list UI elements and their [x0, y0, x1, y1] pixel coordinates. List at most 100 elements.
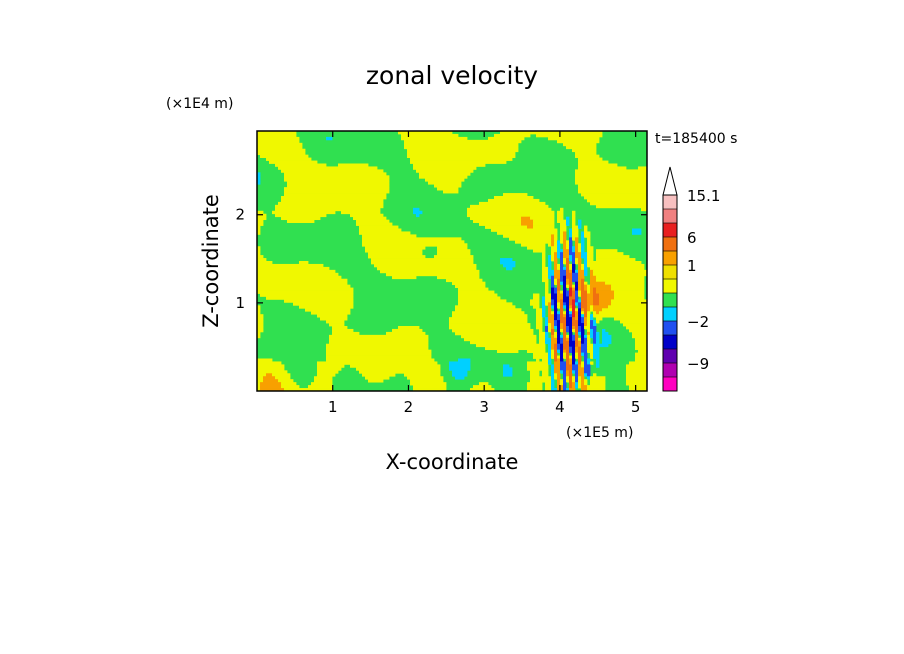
field-cell [497, 231, 558, 235]
field-cell [560, 275, 564, 280]
field-cell [539, 337, 546, 342]
field-cell [593, 299, 600, 303]
field-cell [572, 334, 576, 339]
field-cell [554, 343, 558, 348]
field-cell [575, 302, 579, 306]
field-cell [593, 305, 609, 309]
field-cell [587, 385, 606, 389]
field-cell [572, 323, 579, 327]
field-cell [551, 243, 555, 247]
field-cell [578, 184, 647, 188]
field-cell [578, 308, 582, 312]
field-cell [578, 249, 582, 253]
x-axis-label: X-coordinate [386, 450, 519, 474]
field-cell [554, 311, 558, 315]
field-cell [593, 355, 600, 359]
field-cell [557, 311, 561, 315]
colorbar-segment [663, 209, 677, 224]
field-cell [599, 296, 615, 300]
field-cell [557, 210, 564, 215]
field-cell [581, 249, 585, 253]
field-cell [578, 261, 582, 265]
field-cell [572, 231, 579, 235]
field-cell [557, 249, 564, 253]
field-cell [545, 317, 549, 321]
field-cell [548, 326, 552, 330]
field-cell [584, 281, 588, 286]
field-cell [569, 358, 573, 362]
field-cell [596, 364, 600, 368]
field-cell [443, 190, 459, 194]
field-cell [548, 136, 600, 141]
field-cell [560, 349, 564, 353]
field-cell [560, 228, 567, 232]
field-cell [554, 361, 561, 365]
field-cell [536, 358, 540, 362]
field-cell [272, 210, 336, 215]
field-cell [557, 213, 564, 218]
field-cell [572, 361, 576, 365]
field-cell [548, 343, 552, 348]
field-cell [299, 305, 354, 309]
field-cell [404, 373, 441, 377]
field-cell [566, 246, 570, 250]
field-cell [578, 299, 582, 303]
field-cell [551, 355, 555, 359]
field-cell [551, 281, 555, 286]
field-cell [560, 222, 567, 226]
field-cell [572, 210, 576, 215]
field-cell [578, 385, 582, 389]
field-cell [581, 234, 585, 238]
field-cell [560, 266, 564, 271]
field-cell [572, 219, 576, 223]
field-cell [569, 379, 573, 383]
field-cell [551, 337, 558, 342]
field-cell [257, 145, 303, 150]
field-cell [578, 305, 582, 309]
field-cell [560, 320, 567, 324]
field-cell [437, 275, 480, 280]
field-cell [542, 266, 549, 271]
field-cell [578, 320, 582, 324]
field-cell [515, 240, 552, 244]
y-axis: 12 [235, 206, 647, 312]
field-cell [584, 266, 588, 271]
field-cell [572, 337, 576, 342]
field-cell [551, 299, 555, 303]
field-cell [311, 311, 351, 315]
field-cell [590, 382, 606, 386]
field-cell [581, 305, 588, 309]
field-cell [575, 255, 582, 259]
field-cell [569, 246, 573, 250]
field-cell [563, 373, 567, 377]
field-cell [557, 349, 561, 353]
field-cell [569, 302, 573, 306]
field-cell [575, 243, 579, 247]
field-cell [566, 349, 570, 353]
field-cell [548, 266, 552, 271]
field-cell [584, 314, 588, 318]
field-cell [629, 361, 647, 365]
field-cell [593, 314, 647, 318]
field-cell [551, 326, 555, 330]
field-cell [587, 246, 594, 250]
field-cell [557, 373, 561, 377]
field-cell [362, 237, 462, 241]
field-cell [584, 272, 588, 277]
field-cell [461, 334, 537, 339]
field-cell [263, 376, 276, 380]
field-cell [578, 157, 603, 161]
field-cell [260, 385, 282, 389]
field-cell [572, 266, 576, 271]
field-cell [320, 317, 348, 321]
field-cell [551, 379, 555, 383]
field-cell [554, 299, 558, 303]
field-cell [368, 252, 423, 256]
field-cell [572, 328, 576, 333]
field-cell [566, 222, 570, 226]
field-cell [548, 320, 555, 324]
field-cell [362, 234, 417, 238]
field-cell [548, 269, 555, 274]
field-cell [257, 305, 261, 309]
